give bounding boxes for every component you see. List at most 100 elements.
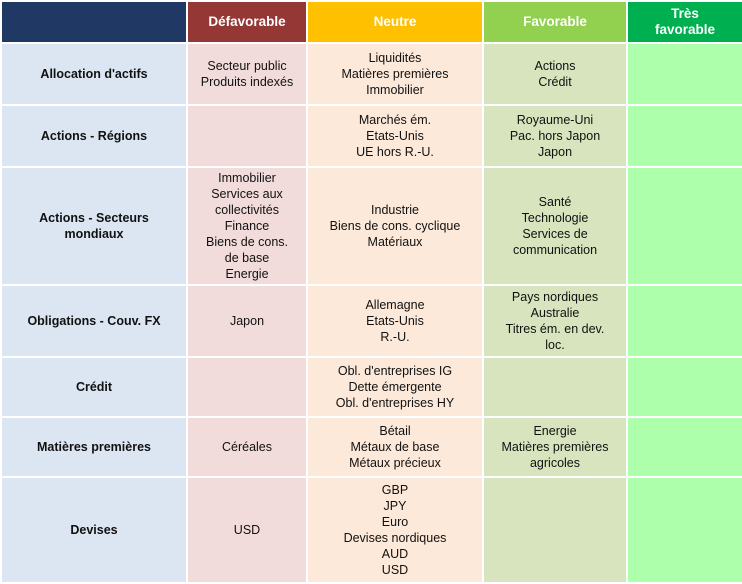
cell-favorable: Royaume-Uni Pac. hors Japon Japon bbox=[482, 104, 628, 168]
cell-tres-favorable bbox=[626, 284, 742, 358]
cell-line: Marchés ém. bbox=[358, 113, 432, 127]
cell-line: Etats-Unis bbox=[366, 314, 424, 328]
cell-line: R.-U. bbox=[380, 330, 410, 344]
cell-line: Technologie bbox=[521, 211, 589, 225]
cell-defavorable: USD bbox=[186, 476, 308, 584]
cell-line: Immobilier bbox=[218, 171, 276, 185]
cell-favorable bbox=[482, 476, 628, 584]
table-row: Crédit Obl. d'entreprises IG Dette émergen… bbox=[0, 356, 742, 418]
cell-defavorable bbox=[186, 356, 308, 418]
cell-line: de base bbox=[224, 251, 270, 265]
cell-defavorable: Japon bbox=[186, 284, 308, 358]
table-row: Matières premières Céréales Bétail Métaux d… bbox=[0, 416, 742, 478]
cell-tres-favorable bbox=[626, 476, 742, 584]
row-label: Crédit bbox=[0, 356, 188, 418]
cell-line: Pays nordiques bbox=[511, 290, 599, 304]
cell-line: Australie bbox=[530, 306, 580, 320]
cell-line: Bétail bbox=[379, 424, 411, 438]
cell-line: Biens de cons. cyclique bbox=[329, 219, 461, 233]
header-tres-favorable-line2: favorable bbox=[654, 22, 716, 37]
cell-line: Santé bbox=[538, 195, 572, 209]
cell-line: Crédit bbox=[538, 75, 572, 89]
cell-line: Dette émergente bbox=[348, 380, 442, 394]
cell-line: USD bbox=[233, 523, 261, 537]
cell-line: Allocation d'actifs bbox=[40, 67, 148, 81]
header-neutre: Neutre bbox=[306, 0, 484, 44]
cell-line: Matières premières bbox=[501, 440, 609, 454]
cell-tres-favorable bbox=[626, 416, 742, 478]
cell-neutre: Industrie Biens de cons. cyclique Matériau… bbox=[306, 166, 484, 286]
cell-defavorable: Immobilier Services aux collectivités Finan… bbox=[186, 166, 308, 286]
cell-favorable: Energie Matières premières agricoles bbox=[482, 416, 628, 478]
header-row: Défavorable Neutre Favorable Très favora… bbox=[0, 0, 742, 44]
cell-line: Etats-Unis bbox=[366, 129, 424, 143]
cell-line: Matières premières bbox=[37, 440, 151, 454]
cell-line: Produits indexés bbox=[200, 75, 294, 89]
cell-line: Liquidités bbox=[368, 51, 422, 65]
cell-defavorable: Secteur public Produits indexés bbox=[186, 42, 308, 106]
cell-line: Actions - Régions bbox=[40, 129, 148, 143]
header-tres-favorable-line1: Très bbox=[671, 6, 699, 21]
cell-defavorable: Céréales bbox=[186, 416, 308, 478]
cell-line: Japon bbox=[537, 145, 573, 159]
cell-line: Métaux de base bbox=[350, 440, 440, 454]
cell-line: collectivités bbox=[215, 203, 279, 217]
table-row: Allocation d'actifs Secteur public Produit… bbox=[0, 42, 742, 106]
cell-line: Matériaux bbox=[367, 235, 423, 249]
row-label: Matières premières bbox=[0, 416, 188, 478]
cell-line: USD bbox=[381, 563, 409, 577]
cell-tres-favorable bbox=[626, 42, 742, 106]
cell-line: Royaume-Uni bbox=[516, 113, 594, 127]
cell-neutre: Bétail Métaux de base Métaux précieux bbox=[306, 416, 484, 478]
table-row: Devises USD GBP JPY Euro Devises nordiques AUD… bbox=[0, 476, 742, 584]
cell-favorable: Santé Technologie Services de communication bbox=[482, 166, 628, 286]
row-label: Allocation d'actifs bbox=[0, 42, 188, 106]
cell-line: Actions - Secteurs bbox=[39, 211, 149, 225]
cell-line: Céréales bbox=[221, 440, 273, 454]
table-row: Obligations - Couv. FX Japon Allemagne Etat… bbox=[0, 284, 742, 358]
table-row: Actions - Régions Marchés ém. Etats-Unis UE… bbox=[0, 104, 742, 168]
cell-line: Matières premières bbox=[341, 67, 449, 81]
cell-line: Obligations - Couv. FX bbox=[27, 314, 161, 328]
cell-line: Energie bbox=[533, 424, 577, 438]
cell-line: loc. bbox=[545, 338, 565, 352]
cell-line: Crédit bbox=[75, 380, 113, 394]
cell-line: Euro bbox=[381, 515, 409, 529]
cell-line: Services aux bbox=[211, 187, 283, 201]
cell-line: agricoles bbox=[529, 456, 581, 470]
cell-line: Devises bbox=[70, 523, 118, 537]
cell-line: JPY bbox=[383, 499, 407, 513]
cell-line: UE hors R.-U. bbox=[356, 145, 434, 159]
cell-tres-favorable bbox=[626, 356, 742, 418]
cell-line: Finance bbox=[224, 219, 270, 233]
cell-defavorable bbox=[186, 104, 308, 168]
cell-line: Secteur public bbox=[207, 59, 287, 73]
cell-line: Biens de cons. bbox=[206, 235, 288, 249]
cell-line: communication bbox=[512, 243, 598, 257]
cell-line: Obl. d'entreprises IG bbox=[337, 364, 453, 378]
cell-tres-favorable bbox=[626, 166, 742, 286]
cell-line: Titres ém. en dev. bbox=[505, 322, 605, 336]
table-row: Actions - Secteurs mondiaux Immobilier Serv… bbox=[0, 166, 742, 286]
cell-line: Energie bbox=[225, 267, 269, 281]
cell-line: Devises nordiques bbox=[343, 531, 447, 545]
cell-line: Obl. d'entreprises HY bbox=[335, 396, 455, 410]
cell-line: Immobilier bbox=[366, 83, 424, 97]
header-tres-favorable: Très favorable bbox=[626, 0, 742, 44]
cell-line: Industrie bbox=[371, 203, 419, 217]
cell-line: GBP bbox=[381, 483, 409, 497]
cell-neutre: Marchés ém. Etats-Unis UE hors R.-U. bbox=[306, 104, 484, 168]
cell-favorable: Actions Crédit bbox=[482, 42, 628, 106]
cell-neutre: Liquidités Matières premières Immobilier bbox=[306, 42, 484, 106]
row-label: Actions - Régions bbox=[0, 104, 188, 168]
header-defavorable: Défavorable bbox=[186, 0, 308, 44]
cell-neutre: GBP JPY Euro Devises nordiques AUD USD bbox=[306, 476, 484, 584]
cell-tres-favorable bbox=[626, 104, 742, 168]
row-label: Actions - Secteurs mondiaux bbox=[0, 166, 188, 286]
row-label: Obligations - Couv. FX bbox=[0, 284, 188, 358]
cell-line: Allemagne bbox=[365, 298, 425, 312]
header-favorable: Favorable bbox=[482, 0, 628, 44]
cell-line: AUD bbox=[381, 547, 409, 561]
cell-neutre: Obl. d'entreprises IG Dette émergente Obl.… bbox=[306, 356, 484, 418]
cell-line: Japon bbox=[229, 314, 265, 328]
